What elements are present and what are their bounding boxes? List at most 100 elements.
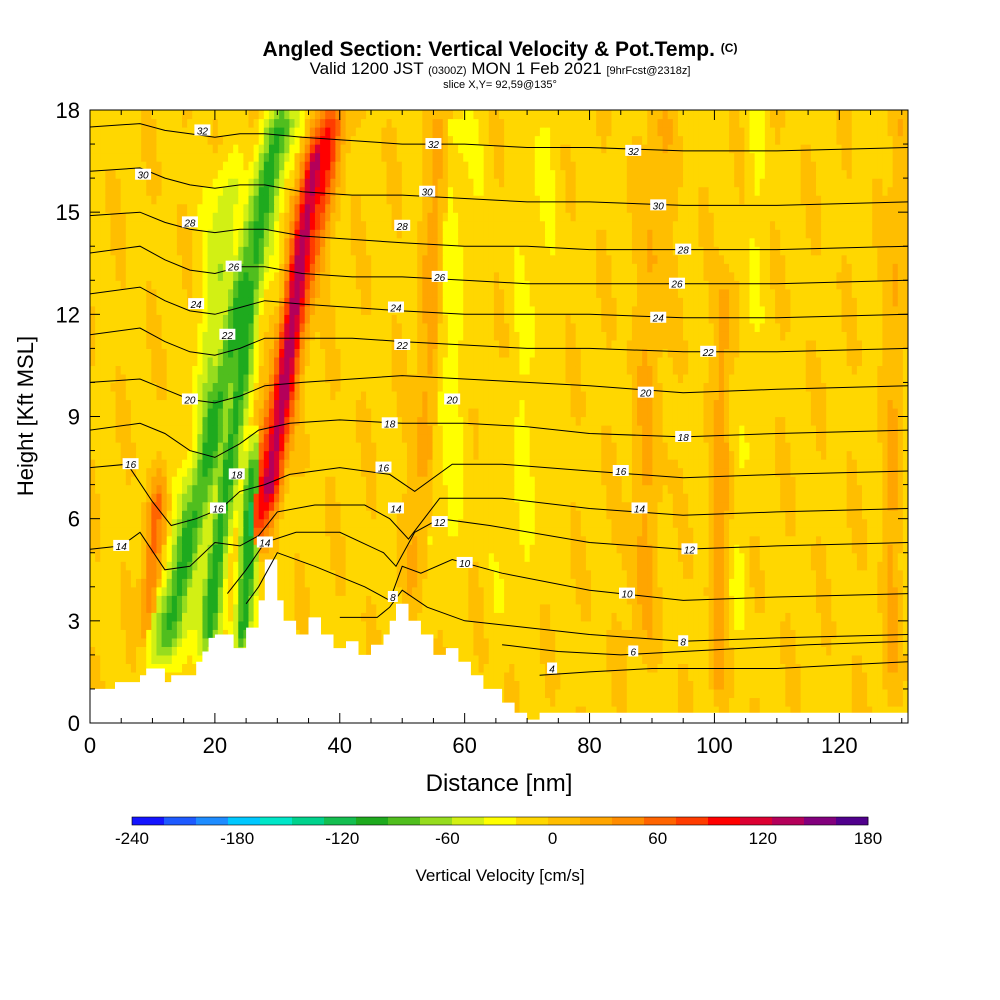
field-cell xyxy=(897,518,904,528)
field-cell xyxy=(253,586,260,596)
field-cell xyxy=(718,569,725,579)
field-cell xyxy=(877,544,884,554)
field-cell xyxy=(769,578,776,588)
field-cell xyxy=(805,612,812,622)
field-cell xyxy=(130,527,137,537)
field-cell xyxy=(723,697,730,707)
field-cell xyxy=(759,603,766,613)
field-cell xyxy=(488,476,495,486)
field-cell xyxy=(524,671,531,682)
field-cell xyxy=(136,578,142,588)
field-cell xyxy=(708,552,715,562)
field-cell xyxy=(785,629,792,639)
field-cell xyxy=(100,459,106,469)
field-cell xyxy=(458,654,464,664)
field-cell xyxy=(534,544,541,554)
field-cell xyxy=(202,603,209,613)
field-cell xyxy=(708,671,715,682)
field-cell xyxy=(125,646,132,656)
field-cell xyxy=(734,620,740,630)
field-cell xyxy=(156,544,163,554)
field-cell xyxy=(550,697,556,707)
field-cell xyxy=(585,688,592,699)
field-cell xyxy=(698,501,705,511)
field-cell xyxy=(846,518,853,528)
field-cell xyxy=(800,467,807,477)
field-cell xyxy=(217,467,224,477)
field-cell xyxy=(621,510,628,520)
field-cell xyxy=(611,544,618,554)
field-cell xyxy=(887,510,894,520)
field-cell xyxy=(452,467,459,477)
field-cell xyxy=(815,493,822,503)
field-cell xyxy=(677,671,684,682)
field-cell xyxy=(688,612,694,622)
field-cell xyxy=(488,518,495,528)
field-cell xyxy=(284,586,290,596)
field-cell xyxy=(616,510,623,520)
field-cell xyxy=(110,595,117,605)
field-cell xyxy=(672,629,679,639)
field-cell xyxy=(560,476,567,486)
field-cell xyxy=(534,484,541,494)
field-cell xyxy=(483,680,490,690)
field-cell xyxy=(800,544,807,554)
field-cell xyxy=(151,620,158,630)
field-cell xyxy=(790,612,797,622)
field-cell xyxy=(831,671,838,682)
field-cell xyxy=(345,467,352,477)
field-cell xyxy=(299,586,306,596)
field-cell xyxy=(734,697,740,707)
field-cell xyxy=(846,586,853,596)
field-cell xyxy=(754,527,761,537)
field-cell xyxy=(550,561,556,571)
field-cell xyxy=(458,569,464,579)
field-cell xyxy=(130,552,137,562)
field-cell xyxy=(759,510,766,520)
field-cell xyxy=(391,612,398,622)
field-cell xyxy=(688,603,694,613)
field-cell xyxy=(166,527,173,537)
field-cell xyxy=(233,544,239,554)
field-cell xyxy=(744,467,751,477)
field-cell xyxy=(570,467,577,477)
field-cell xyxy=(902,680,908,690)
velocity-field xyxy=(90,110,908,723)
field-cell xyxy=(340,586,347,596)
field-cell xyxy=(861,654,868,664)
field-cell xyxy=(815,510,822,520)
field-cell xyxy=(238,552,244,562)
field-cell xyxy=(810,535,817,545)
field-cell xyxy=(555,493,561,503)
field-cell xyxy=(422,476,429,486)
field-cell xyxy=(606,705,613,716)
field-cell xyxy=(468,595,475,605)
field-cell xyxy=(749,544,756,554)
field-cell xyxy=(381,527,388,537)
field-cell xyxy=(514,654,521,664)
field-cell xyxy=(360,467,367,477)
field-cell xyxy=(611,629,618,639)
field-cell xyxy=(698,697,705,707)
field-cell xyxy=(821,620,827,630)
field-cell xyxy=(488,637,495,647)
field-cell xyxy=(192,612,198,622)
field-cell xyxy=(652,680,659,690)
field-cell xyxy=(534,680,541,690)
field-cell xyxy=(775,637,781,647)
field-cell xyxy=(294,510,301,520)
field-cell xyxy=(366,578,372,588)
field-cell xyxy=(616,459,623,469)
field-cell xyxy=(759,467,766,477)
field-cell xyxy=(713,561,720,571)
field-cell xyxy=(672,527,679,537)
field-cell xyxy=(478,646,485,656)
field-cell xyxy=(401,459,408,469)
field-cell xyxy=(550,688,556,699)
field-cell xyxy=(130,476,137,486)
field-cell xyxy=(478,518,485,528)
field-cell xyxy=(401,518,408,528)
field-cell xyxy=(764,620,771,630)
field-cell xyxy=(355,484,362,494)
field-cell xyxy=(529,620,536,630)
